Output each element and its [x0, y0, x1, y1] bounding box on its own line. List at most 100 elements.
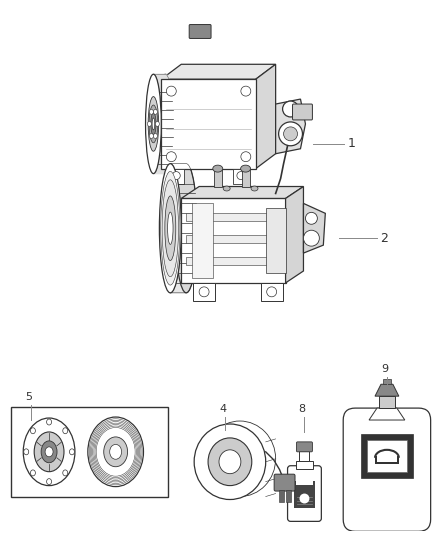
Bar: [293, 481, 315, 508]
Ellipse shape: [162, 180, 179, 277]
Ellipse shape: [208, 438, 252, 486]
Ellipse shape: [149, 109, 153, 115]
Circle shape: [166, 152, 176, 161]
Bar: [181, 198, 286, 283]
Polygon shape: [256, 64, 276, 168]
Ellipse shape: [104, 437, 127, 467]
Ellipse shape: [165, 196, 176, 261]
Ellipse shape: [63, 470, 68, 476]
Polygon shape: [375, 384, 399, 396]
Polygon shape: [181, 187, 304, 198]
Bar: [161, 79, 256, 168]
Ellipse shape: [149, 105, 158, 143]
Bar: [242, 168, 250, 187]
FancyBboxPatch shape: [297, 442, 312, 452]
Circle shape: [283, 127, 297, 141]
Bar: [186, 213, 281, 221]
Ellipse shape: [240, 165, 251, 172]
Bar: [214, 168, 222, 187]
Text: 5: 5: [25, 392, 32, 402]
Circle shape: [267, 287, 277, 297]
Bar: [168, 168, 184, 183]
Polygon shape: [170, 164, 197, 293]
Ellipse shape: [158, 74, 173, 174]
Ellipse shape: [168, 212, 173, 245]
Bar: [279, 490, 283, 502]
Ellipse shape: [219, 450, 241, 474]
Ellipse shape: [223, 186, 230, 191]
Ellipse shape: [23, 418, 75, 486]
Ellipse shape: [151, 113, 156, 135]
Bar: [379, 396, 395, 408]
Circle shape: [305, 212, 318, 224]
Ellipse shape: [30, 428, 35, 434]
Ellipse shape: [213, 165, 223, 172]
Polygon shape: [276, 99, 305, 154]
Ellipse shape: [175, 164, 197, 293]
Ellipse shape: [45, 447, 53, 457]
Polygon shape: [153, 74, 173, 174]
Circle shape: [199, 287, 209, 297]
Circle shape: [279, 122, 303, 146]
FancyBboxPatch shape: [274, 474, 295, 491]
Polygon shape: [369, 408, 405, 420]
Bar: [11, 407, 168, 497]
Ellipse shape: [153, 109, 157, 115]
Ellipse shape: [161, 172, 180, 285]
Bar: [383, 379, 391, 384]
Ellipse shape: [152, 118, 155, 130]
Circle shape: [304, 230, 319, 246]
Text: 1: 1: [347, 138, 355, 150]
Bar: [296, 461, 314, 469]
Circle shape: [300, 494, 309, 504]
Bar: [296, 472, 314, 477]
Bar: [377, 456, 397, 462]
Ellipse shape: [30, 470, 35, 476]
Ellipse shape: [194, 424, 266, 499]
Bar: [286, 490, 290, 502]
Circle shape: [241, 86, 251, 96]
Ellipse shape: [153, 133, 157, 139]
Bar: [261, 283, 283, 301]
Text: 8: 8: [298, 404, 306, 414]
Ellipse shape: [70, 449, 74, 455]
FancyBboxPatch shape: [189, 25, 211, 38]
Bar: [375, 456, 399, 464]
Ellipse shape: [145, 74, 161, 174]
Text: 4: 4: [219, 404, 226, 414]
Bar: [193, 283, 215, 301]
Ellipse shape: [41, 441, 57, 463]
Circle shape: [241, 152, 251, 161]
Bar: [233, 168, 249, 183]
Bar: [361, 434, 413, 478]
Ellipse shape: [251, 186, 258, 191]
Bar: [186, 235, 281, 243]
Text: 9: 9: [381, 365, 388, 374]
Ellipse shape: [24, 449, 29, 455]
Bar: [296, 479, 314, 484]
Circle shape: [166, 86, 176, 96]
Ellipse shape: [155, 122, 159, 126]
Ellipse shape: [149, 133, 153, 139]
Ellipse shape: [148, 96, 159, 151]
Ellipse shape: [63, 428, 68, 434]
Circle shape: [283, 101, 298, 117]
Bar: [192, 204, 212, 278]
Ellipse shape: [159, 164, 181, 293]
FancyBboxPatch shape: [288, 466, 321, 521]
Circle shape: [237, 172, 245, 180]
Circle shape: [172, 172, 180, 180]
Bar: [300, 451, 309, 461]
Ellipse shape: [46, 419, 52, 425]
Bar: [367, 440, 407, 472]
Ellipse shape: [88, 417, 144, 487]
Ellipse shape: [110, 445, 122, 459]
Ellipse shape: [34, 432, 64, 472]
Ellipse shape: [148, 122, 152, 126]
FancyBboxPatch shape: [343, 408, 431, 531]
Polygon shape: [286, 187, 304, 283]
Text: 2: 2: [380, 232, 388, 245]
Polygon shape: [304, 204, 325, 253]
Bar: [186, 257, 281, 265]
Polygon shape: [161, 64, 276, 79]
